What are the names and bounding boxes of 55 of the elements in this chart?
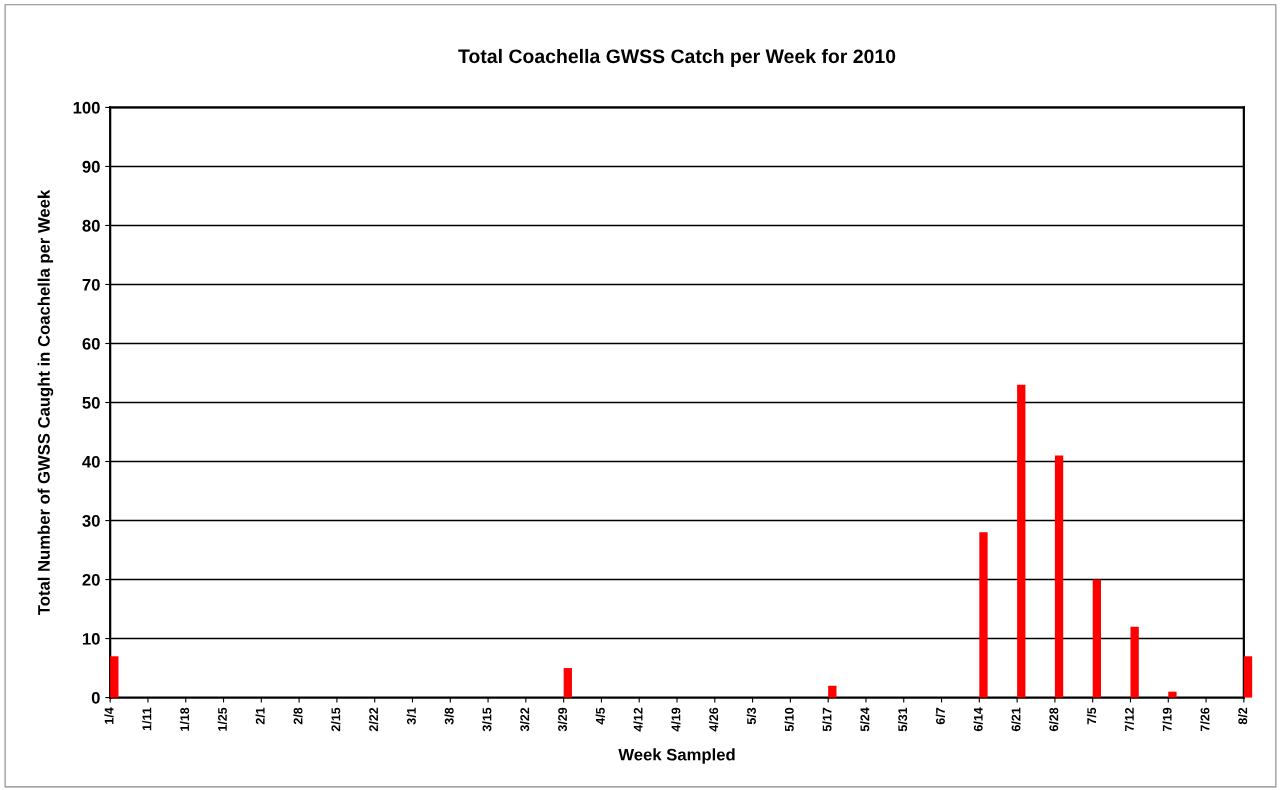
bar bbox=[563, 668, 572, 698]
bar bbox=[979, 532, 988, 698]
bar bbox=[1054, 455, 1064, 698]
x-tick-label: 4/19 bbox=[671, 707, 681, 732]
bar bbox=[1092, 579, 1102, 698]
x-tick-label: 7/12 bbox=[1124, 707, 1134, 732]
y-axis-title: Total Number of GWSS Caught in Coachella per Week bbox=[37, 189, 54, 615]
x-tick-label: 4/5 bbox=[595, 707, 605, 725]
x-tick-label: 5/17 bbox=[822, 707, 832, 732]
y-tick-label: 100 bbox=[73, 101, 100, 114]
x-tick-label: 6/28 bbox=[1049, 707, 1059, 732]
x-tick-label: 3/1 bbox=[406, 707, 416, 725]
x-tick-label: 5/10 bbox=[784, 707, 794, 732]
x-tick-label: 2/15 bbox=[331, 707, 341, 732]
x-tick-label: 1/11 bbox=[142, 707, 152, 731]
bar bbox=[110, 656, 119, 698]
x-tick-label: 3/29 bbox=[557, 707, 568, 732]
x-tick-label: 1/4 bbox=[104, 707, 114, 724]
x-tick-label: 6/14 bbox=[973, 707, 983, 732]
x-tick-label: 2/1 bbox=[255, 707, 265, 725]
x-axis-title: Week Sampled bbox=[618, 748, 735, 764]
y-tick-label: 70 bbox=[82, 278, 100, 291]
y-tick-label: 40 bbox=[82, 455, 100, 468]
x-tick-label: 6/7 bbox=[935, 707, 946, 725]
y-tick-label: 0 bbox=[91, 691, 100, 704]
x-tick-label: 1/25 bbox=[217, 707, 228, 731]
x-tick-label: 5/3 bbox=[746, 707, 757, 725]
x-tick-label: 4/26 bbox=[708, 707, 719, 732]
bar bbox=[1017, 384, 1026, 698]
x-tick-label: 1/18 bbox=[179, 707, 190, 731]
x-tick-label: 7/26 bbox=[1200, 707, 1210, 732]
y-tick-label: 60 bbox=[82, 337, 100, 350]
bar bbox=[1130, 626, 1139, 698]
x-tick-label: 3/8 bbox=[444, 707, 454, 725]
x-tick-label: 3/15 bbox=[482, 707, 492, 732]
bar bbox=[1243, 656, 1253, 698]
y-tick-label: 50 bbox=[82, 396, 100, 409]
y-tick-label: 30 bbox=[82, 514, 100, 527]
y-tick-label: 20 bbox=[82, 573, 100, 586]
y-tick-label: 10 bbox=[82, 632, 100, 645]
x-tick-label: 2/22 bbox=[368, 707, 379, 732]
x-tick-label: 8/2 bbox=[1238, 707, 1248, 725]
x-tick-label: 4/12 bbox=[633, 707, 643, 732]
x-tick-label: 5/31 bbox=[897, 707, 908, 732]
x-tick-label: 6/21 bbox=[1011, 707, 1021, 732]
x-tick-label: 7/5 bbox=[1086, 707, 1097, 725]
y-tick-label: 90 bbox=[82, 160, 100, 173]
chart-title: Total Coachella GWSS Catch per Week for 2010 bbox=[458, 48, 896, 68]
y-tick-label: 80 bbox=[82, 219, 100, 232]
bar bbox=[1168, 691, 1177, 698]
bar bbox=[828, 685, 837, 698]
x-tick-label: 3/22 bbox=[520, 707, 530, 732]
x-tick-label: 7/19 bbox=[1162, 707, 1172, 732]
x-tick-label: 5/24 bbox=[860, 707, 870, 732]
x-tick-label: 2/8 bbox=[293, 707, 303, 725]
